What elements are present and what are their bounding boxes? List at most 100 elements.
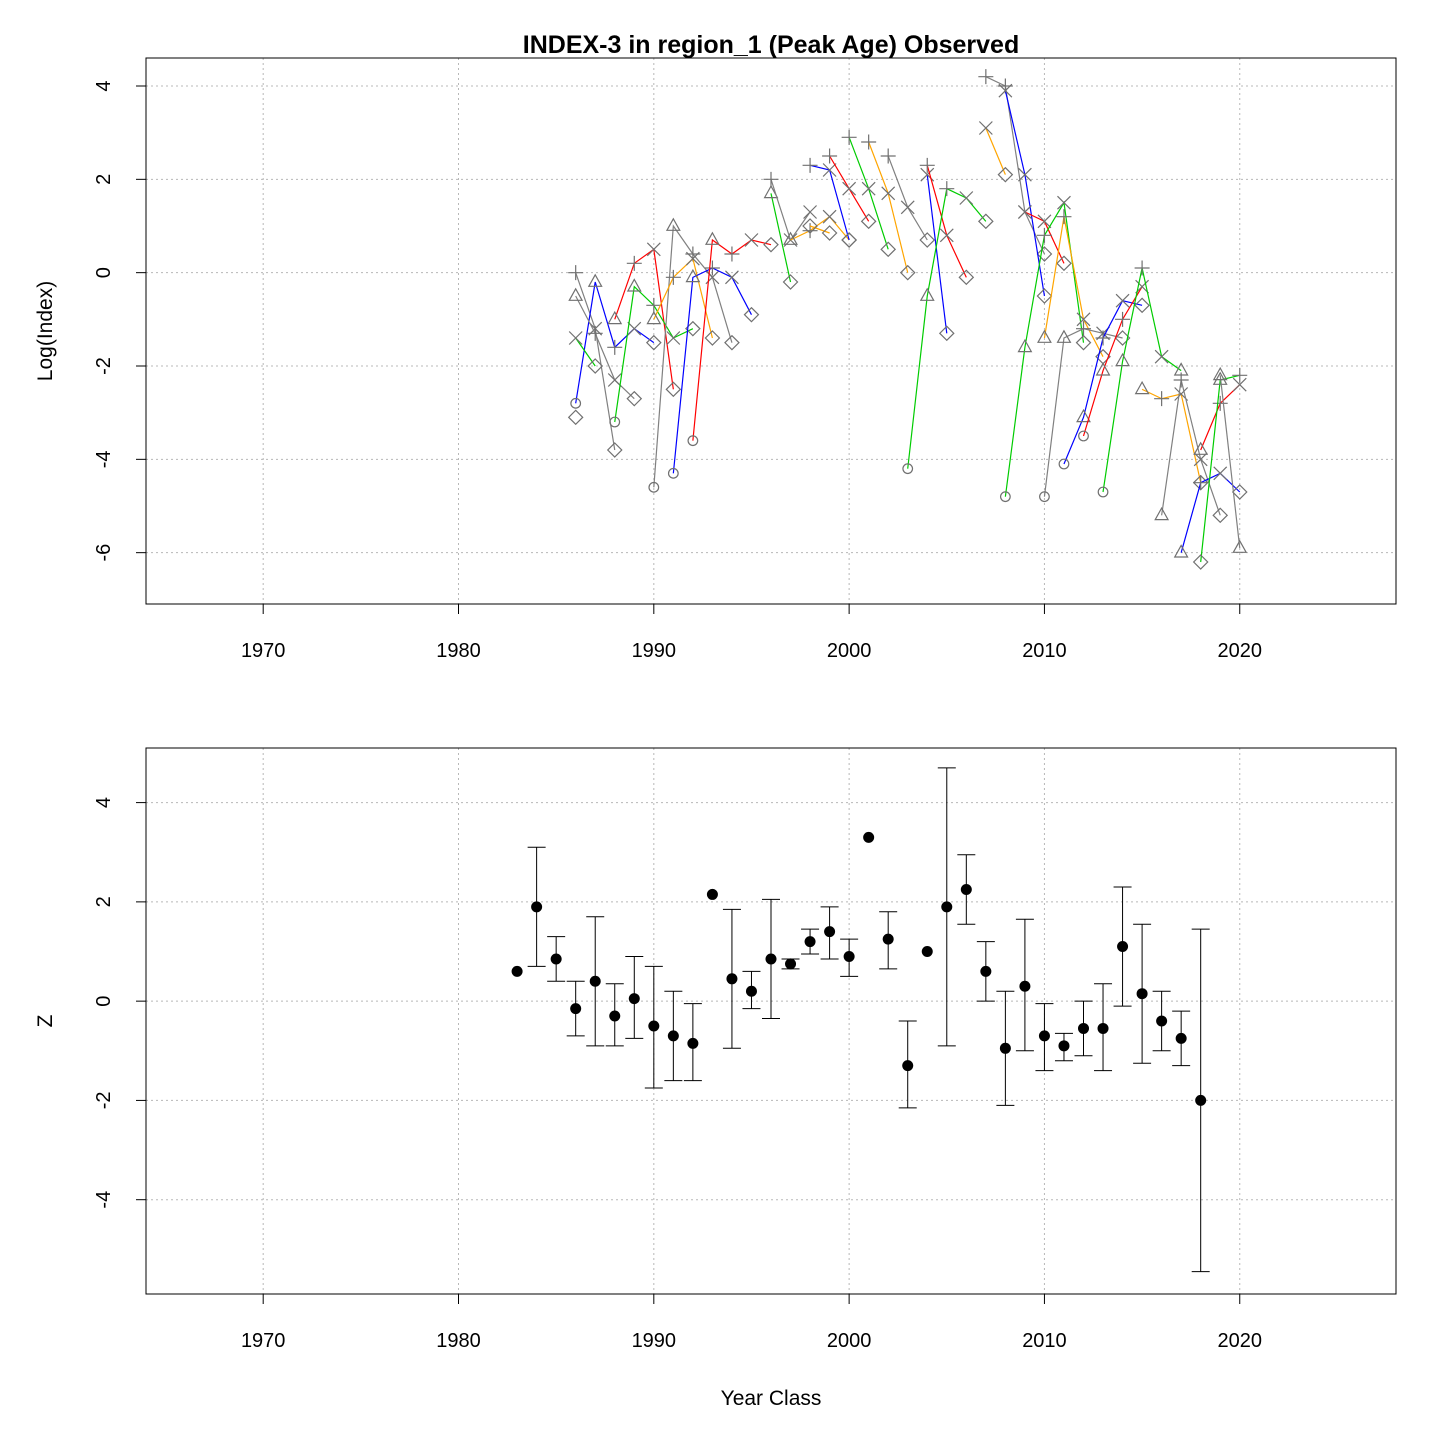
x-tick-label: 1990: [632, 1330, 677, 1352]
data-point-cross: [1193, 452, 1208, 467]
data-point-triangle: [1232, 539, 1248, 553]
data-point-triangle: [1154, 506, 1170, 521]
series-cohort: [1173, 466, 1248, 558]
data-point-plus: [763, 171, 779, 187]
y-tick-label: -2: [93, 1092, 115, 1110]
data-point-diamond: [782, 274, 799, 290]
data-point-diamond: [763, 236, 779, 253]
data-point-triangle: [1173, 544, 1189, 558]
z-point: [667, 1030, 679, 1042]
series-cohort: [567, 409, 584, 426]
data-point-diamond: [938, 325, 955, 342]
data-point-diamond: [724, 334, 740, 351]
series-line: [1043, 328, 1123, 497]
x-tick-label: 1980: [436, 1330, 481, 1352]
z-point: [687, 1037, 699, 1049]
data-point-diamond: [821, 225, 838, 241]
grid: [146, 748, 1396, 1294]
series-line: [1161, 379, 1221, 516]
data-point-diamond: [958, 269, 975, 286]
series-cohort: [822, 148, 877, 230]
series-line: [1200, 384, 1241, 451]
series-line: [790, 215, 850, 241]
data-point-diamond: [587, 358, 604, 374]
series-cohort: [687, 231, 779, 447]
z-point: [628, 993, 640, 1005]
top-panel-log-index: 1970 1980 1990 2000 2010 2020 -6 -4 -2 0 2 4 INDEX-3…: [34, 31, 1397, 662]
z-point: [1058, 1040, 1070, 1052]
data-point-circle: [570, 397, 582, 409]
x-tick-label: 2020: [1218, 640, 1263, 662]
z-point: [980, 965, 992, 977]
z-estimates: [511, 767, 1210, 1273]
data-point-diamond: [704, 330, 721, 346]
data-point-diamond: [1075, 334, 1092, 351]
data-point-triangle: [919, 287, 935, 301]
z-point: [726, 973, 738, 985]
data-point-plus: [646, 297, 662, 313]
series-cohort: [1154, 372, 1229, 524]
data-point-triangle: [1193, 441, 1209, 455]
z-point: [960, 883, 972, 895]
series-line: [672, 267, 753, 474]
series-line: [770, 193, 792, 283]
data-point-plus: [607, 339, 623, 355]
z-point: [609, 1010, 621, 1022]
z-point: [589, 975, 601, 987]
z-point: [1175, 1032, 1187, 1044]
y-axis-label: Z: [34, 1014, 57, 1027]
y-tick-label: -6: [93, 544, 115, 562]
data-point-triangle: [626, 278, 642, 292]
data-point-triangle: [704, 231, 720, 245]
data-point-plus: [822, 148, 838, 164]
series-cohort: [1097, 260, 1189, 498]
data-point-diamond: [860, 213, 877, 230]
z-point: [570, 1003, 582, 1015]
data-point-cross: [881, 186, 896, 201]
data-point-triangle: [1212, 366, 1228, 381]
data-point-diamond: [899, 264, 916, 281]
data-point-plus: [1193, 475, 1209, 491]
data-point-cross: [725, 270, 739, 285]
z-point: [921, 946, 933, 958]
data-point-cross: [627, 321, 642, 336]
series-line: [1180, 472, 1241, 553]
y-tick-label: 4: [93, 797, 115, 808]
series-cohort: [763, 184, 799, 290]
data-point-plus: [978, 69, 994, 85]
data-point-cross: [998, 83, 1013, 98]
series-cohort: [1193, 377, 1247, 455]
data-point-cross: [1037, 214, 1052, 229]
data-point-plus: [568, 265, 584, 281]
x-tick-label: 2000: [827, 640, 872, 662]
series-line: [985, 127, 1006, 175]
data-point-plus: [939, 181, 955, 197]
series-cohort: [609, 278, 701, 428]
z-point: [1078, 1022, 1089, 1034]
series-cohort: [1134, 380, 1209, 491]
series-line: [1141, 388, 1202, 483]
z-point: [824, 926, 836, 938]
data-point-cross: [900, 200, 915, 215]
series-cohort: [570, 273, 662, 409]
z-point: [511, 965, 523, 977]
data-point-cross: [1115, 293, 1130, 308]
data-point-cross: [1213, 466, 1228, 481]
data-point-plus: [802, 157, 818, 173]
series-cohort: [1078, 279, 1150, 442]
series-cohort: [763, 171, 817, 247]
x-tick-label: 1970: [241, 1330, 286, 1352]
series-cohort: [998, 83, 1053, 304]
data-point-triangle: [783, 231, 798, 245]
data-point-plus: [724, 246, 740, 262]
series-line: [575, 295, 635, 400]
data-point-cross: [803, 205, 817, 219]
plot-frame: [145, 747, 1397, 1295]
data-point-diamond: [1134, 297, 1150, 314]
data-point-circle: [609, 416, 621, 428]
data-point-triangle: [587, 273, 603, 287]
data-point-cross: [1017, 205, 1032, 219]
x-tick-label: 2020: [1218, 1330, 1263, 1352]
z-point: [863, 831, 875, 843]
series-line: [1043, 216, 1104, 357]
